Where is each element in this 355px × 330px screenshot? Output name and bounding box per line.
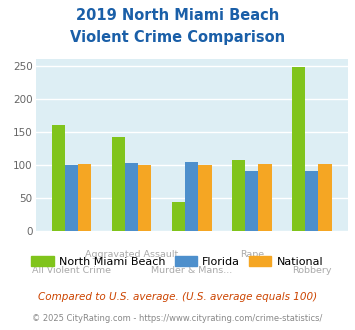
Bar	[318, 164, 332, 231]
Text: © 2025 CityRating.com - https://www.cityrating.com/crime-statistics/: © 2025 CityRating.com - https://www.city…	[32, 314, 323, 323]
Text: 2019 North Miami Beach: 2019 North Miami Beach	[76, 8, 279, 23]
Text: All Violent Crime: All Violent Crime	[32, 266, 111, 275]
Text: Violent Crime Comparison: Violent Crime Comparison	[70, 30, 285, 45]
Bar	[172, 202, 185, 231]
Bar	[125, 163, 138, 231]
Bar	[138, 165, 152, 231]
Bar	[245, 171, 258, 231]
Bar	[185, 162, 198, 231]
Bar	[292, 67, 305, 231]
Bar	[258, 164, 272, 231]
Bar	[198, 165, 212, 231]
Bar	[112, 137, 125, 231]
Text: Aggravated Assault: Aggravated Assault	[85, 250, 178, 259]
Legend: North Miami Beach, Florida, National: North Miami Beach, Florida, National	[27, 251, 328, 271]
Bar	[305, 171, 318, 231]
Bar	[232, 160, 245, 231]
Bar	[65, 165, 78, 231]
Bar	[78, 164, 91, 231]
Text: Compared to U.S. average. (U.S. average equals 100): Compared to U.S. average. (U.S. average …	[38, 292, 317, 302]
Text: Robbery: Robbery	[292, 266, 332, 275]
Bar	[52, 125, 65, 231]
Text: Rape: Rape	[240, 250, 264, 259]
Text: Murder & Mans...: Murder & Mans...	[151, 266, 232, 275]
